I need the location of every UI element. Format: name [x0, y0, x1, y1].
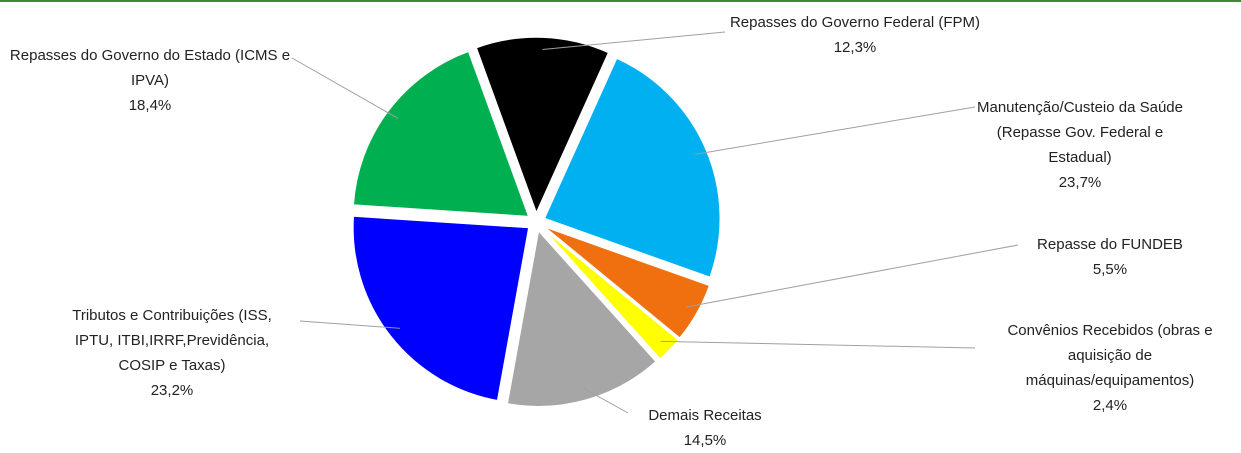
leader-line — [694, 106, 976, 155]
category-name: Demais Receitas — [648, 407, 762, 424]
pie-slice — [352, 215, 530, 402]
pie-slice — [541, 227, 680, 361]
category-name: Repasse do FUNDEB — [1037, 236, 1183, 253]
slice-label: Manutenção/Custeio da Saúde (Repasse Gov… — [971, 95, 1189, 195]
percent-label: 18,4% — [128, 97, 172, 114]
percent-label: 14,5% — [683, 432, 727, 449]
slice-label: Convênios Recebidos (obras e aquisição d… — [1003, 318, 1218, 418]
percent-label: 23,7% — [1058, 174, 1102, 191]
category-name: Repasses do Governo Federal (FPM) — [729, 14, 981, 31]
slice-label: Repasses do Governo do Estado (ICMS e IP… — [8, 43, 293, 118]
percent-label: 12,3% — [833, 39, 877, 56]
category-name: Manutenção/Custeio da Saúde (Repasse Gov… — [977, 99, 1183, 166]
pie-slice — [543, 57, 721, 279]
category-name: Tributos e Contribuições (ISS, IPTU, ITB… — [72, 307, 272, 374]
pie-slice — [506, 229, 658, 408]
slice-label: Demais Receitas 14,5% — [625, 403, 785, 453]
slice-label: Repasses do Governo Federal (FPM) 12,3% — [720, 10, 990, 60]
leader-line — [291, 57, 399, 119]
leader-line — [582, 387, 629, 414]
percent-label: 5,5% — [1092, 261, 1128, 278]
slice-label: Repasse do FUNDEB 5,5% — [1010, 232, 1210, 282]
pie-slice — [352, 50, 530, 218]
leader-line — [542, 31, 726, 50]
percent-label: 2,4% — [1092, 397, 1128, 414]
leader-line — [299, 320, 400, 329]
pie-slice — [543, 225, 711, 340]
category-name: Repasses do Governo do Estado (ICMS e IP… — [9, 47, 291, 89]
leader-line — [686, 244, 1019, 308]
slice-label: Tributos e Contribuições (ISS, IPTU, ITB… — [52, 303, 292, 403]
leader-line — [660, 340, 976, 349]
pie-slice — [475, 36, 610, 215]
category-name: Convênios Recebidos (obras e aquisição d… — [1007, 322, 1213, 389]
percent-label: 23,2% — [150, 382, 194, 399]
